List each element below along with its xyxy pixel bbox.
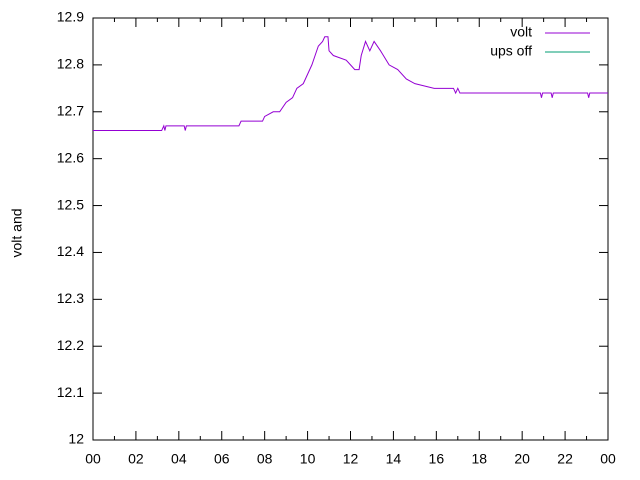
x-tick-label: 00 — [600, 451, 616, 467]
y-tick-label: 12.3 — [57, 290, 84, 306]
y-tick-label: 12.6 — [57, 149, 84, 165]
y-tick-label: 12.9 — [57, 9, 84, 25]
y-axis-label: volt and — [9, 208, 25, 257]
x-tick-label: 22 — [557, 451, 573, 467]
x-tick-label: 20 — [514, 451, 530, 467]
x-tick-label: 02 — [128, 451, 144, 467]
y-tick-label: 12.4 — [57, 243, 84, 259]
x-tick-label: 00 — [85, 451, 101, 467]
y-tick-label: 12.7 — [57, 102, 84, 118]
y-tick-label: 12.5 — [57, 196, 84, 212]
x-tick-label: 10 — [300, 451, 316, 467]
plot-border — [92, 17, 609, 441]
y-tick-label: 12.8 — [57, 56, 84, 72]
x-tick-label: 14 — [386, 451, 402, 467]
x-tick-label: 06 — [214, 451, 230, 467]
x-tick-label: 04 — [171, 451, 187, 467]
y-tick-label: 12.1 — [57, 384, 84, 400]
y-tick-label: 12 — [68, 431, 84, 447]
x-tick-label: 16 — [429, 451, 445, 467]
y-tick-label: 12.2 — [57, 337, 84, 353]
x-tick-label: 18 — [471, 451, 487, 467]
x-tick-label: 12 — [343, 451, 359, 467]
series-line — [93, 36, 608, 132]
legend-label: volt — [510, 24, 532, 40]
legend-label: ups off — [490, 43, 532, 59]
x-tick-label: 08 — [257, 451, 273, 467]
